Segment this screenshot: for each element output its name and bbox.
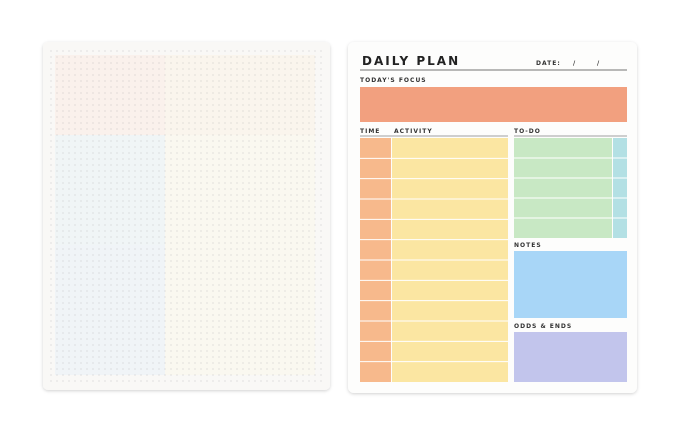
todo-label: TO-DO xyxy=(514,128,541,135)
planner-title: DAILY PLAN xyxy=(362,54,460,68)
date-separator: / xyxy=(573,60,576,67)
todo-box xyxy=(514,138,612,238)
todo-check-column xyxy=(613,138,627,238)
focus-box xyxy=(360,87,627,122)
odds-label: ODDS & ENDS xyxy=(514,323,572,330)
date-separator: / xyxy=(597,60,600,67)
dotted-pad xyxy=(43,42,330,390)
planner-pad: DAILY PLAN DATE: / / TODAY'S FOCUS TIME … xyxy=(348,42,637,393)
notes-box xyxy=(514,251,627,318)
focus-label: TODAY'S FOCUS xyxy=(360,77,427,84)
notes-label: NOTES xyxy=(514,242,542,249)
time-label: TIME xyxy=(360,128,380,135)
date-label: DATE: xyxy=(536,60,561,67)
activity-label: ACTIVITY xyxy=(394,128,433,135)
odds-box xyxy=(514,332,627,382)
